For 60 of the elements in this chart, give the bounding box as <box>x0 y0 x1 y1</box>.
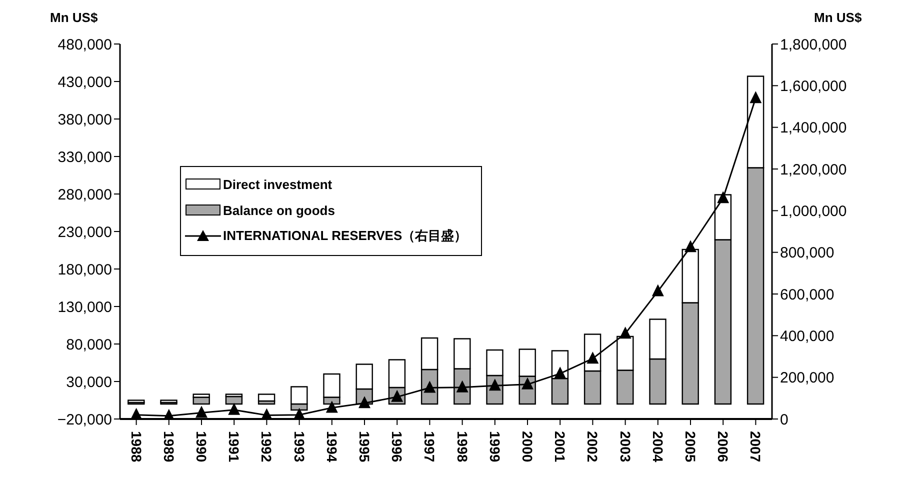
y-tick-label: 280,000 <box>58 186 112 204</box>
x-tick-label: 1989 <box>160 431 177 462</box>
x-tick-label: 1994 <box>324 431 340 462</box>
x-tick-label: 1988 <box>128 431 144 462</box>
x-tick-label: 2001 <box>552 431 568 462</box>
y-tick-label: 80,000 <box>66 336 112 354</box>
x-tick-label: 1992 <box>258 431 275 462</box>
x-tick-label: 1995 <box>356 431 372 462</box>
x-tick-label: 1998 <box>454 431 470 462</box>
y2-tick-label: 1,200,000 <box>780 161 847 178</box>
point <box>326 400 338 413</box>
legend-label: Direct investment <box>223 176 332 192</box>
y-tick-label: 180,000 <box>58 261 112 278</box>
y-tick-label: 480,000 <box>58 36 112 54</box>
point <box>522 377 534 390</box>
point <box>619 326 632 339</box>
x-tick-label: 2006 <box>715 431 732 462</box>
x-tick-label: 1996 <box>389 431 406 462</box>
y-tick-label: 130,000 <box>58 298 112 316</box>
point <box>652 284 664 296</box>
y2-tick-label: 200,000 <box>780 370 834 387</box>
y-tick-label: 330,000 <box>58 148 112 166</box>
y2-tick-label: 0 <box>780 411 788 428</box>
x-tick-label: 2003 <box>617 431 634 462</box>
y2-tick-label: 1,600,000 <box>780 78 847 95</box>
x-tick-label: 2007 <box>748 431 764 462</box>
point <box>554 366 566 379</box>
x-tick-label: 1993 <box>291 431 308 462</box>
point <box>228 402 240 415</box>
x-tick-label: 2000 <box>520 431 536 462</box>
x-tick-label: 2002 <box>584 431 601 462</box>
point <box>717 191 730 204</box>
x-tick-label: 1991 <box>226 431 242 462</box>
y-tick-label: 380,000 <box>58 111 112 128</box>
y2-tick-label: 1,000,000 <box>780 202 847 220</box>
point <box>750 91 762 104</box>
x-tick-label: 1997 <box>422 431 438 462</box>
legend-label: Balance on goods <box>223 202 335 218</box>
point <box>130 408 142 419</box>
text: Mn US$ <box>50 10 98 25</box>
y-tick-label: −20,000 <box>57 411 112 428</box>
y-tick-label: 230,000 <box>58 224 112 241</box>
text: Mn US$ <box>814 10 862 25</box>
y-tick-label: 430,000 <box>58 74 112 91</box>
y2-tick-label: 400,000 <box>780 328 834 345</box>
x-tick-label: 2005 <box>682 431 698 462</box>
point <box>293 408 306 419</box>
point <box>684 240 696 252</box>
bar <box>258 394 276 402</box>
y2-tick-label: 600,000 <box>780 286 834 304</box>
x-tick-label: 1999 <box>486 431 503 462</box>
y2-tick-label: 1,800,000 <box>780 36 847 54</box>
x-tick-label: 1990 <box>194 431 210 462</box>
y2-tick-label: 1,400,000 <box>780 120 847 137</box>
y2-tick-label: 800,000 <box>780 244 834 262</box>
x-tick-label: 2004 <box>650 431 666 462</box>
point <box>196 406 208 418</box>
y-tick-label: 30,000 <box>66 374 112 391</box>
point <box>260 408 273 419</box>
legend-label: INTERNATIONAL RESERVES（右目盛） <box>223 227 468 245</box>
